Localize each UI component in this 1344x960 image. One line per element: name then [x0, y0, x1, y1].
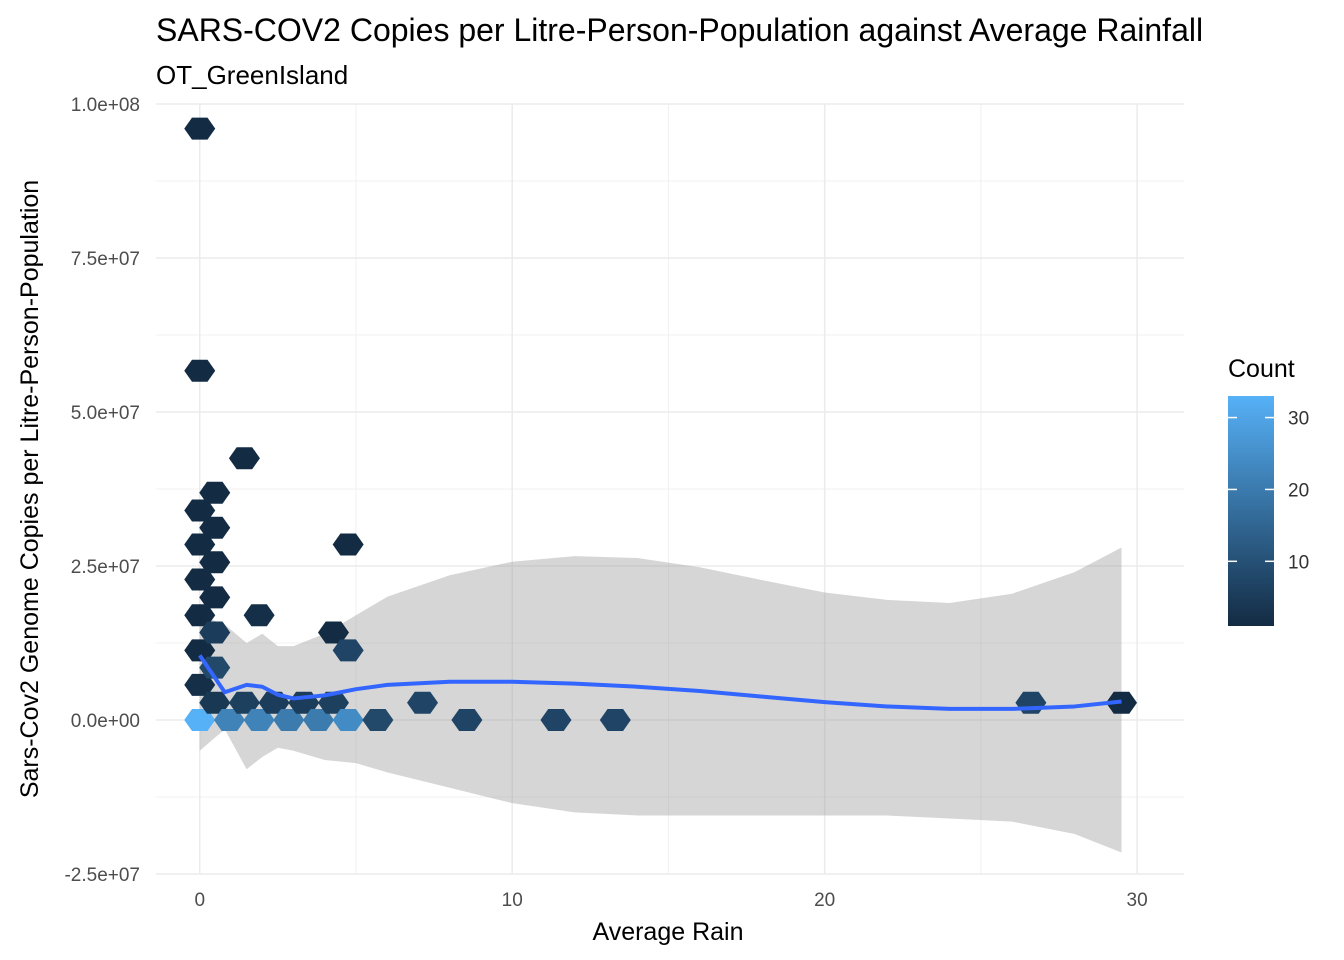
hexbin-cell	[199, 481, 231, 504]
hexbin-cell	[273, 709, 305, 731]
chart-subtitle: OT_GreenIsland	[156, 60, 348, 90]
hexbin-cell	[228, 691, 260, 714]
x-tick-label: 0	[194, 890, 205, 911]
hexbin-cell	[199, 586, 231, 609]
x-tick-label: 20	[814, 890, 835, 911]
x-tick-labels: 0 10 20 30	[194, 890, 1147, 911]
hexbin-cell	[332, 639, 364, 662]
hexbin-cell	[213, 709, 245, 731]
hexbin-cell	[184, 499, 216, 522]
hexbin-cell	[184, 673, 216, 696]
hexbin-cell	[302, 709, 334, 731]
y-axis-title: Sars-Cov2 Genome Copies per Litre-Person…	[16, 180, 44, 798]
y-tick-labels: -2.5e+07 0.0e+00 2.5e+07 5.0e+07 7.5e+07 1.0e…	[64, 95, 140, 886]
confidence-band	[199, 547, 1122, 853]
legend-colorbar	[1228, 396, 1274, 626]
hexbin-cell	[199, 656, 231, 679]
hexbin-cell	[362, 709, 394, 731]
hexbin-cell	[199, 621, 231, 644]
confidence-band-layer	[199, 547, 1122, 853]
legend-tick-label: 30	[1288, 409, 1309, 430]
hexbin-cell	[332, 709, 364, 731]
hexbin-cell	[540, 709, 572, 731]
hexbin-cell	[184, 568, 216, 591]
hexbin-cell	[407, 691, 439, 714]
hexbin-cell	[332, 533, 364, 556]
smooth-line-layer	[198, 654, 1122, 711]
legend-title: Count	[1228, 355, 1295, 383]
hexbin-cell	[228, 447, 260, 470]
hexbin-cell	[243, 604, 275, 627]
hexbin-cell	[184, 533, 216, 556]
hexbin-cell	[199, 551, 231, 574]
hexbin-cell	[317, 621, 349, 644]
hexbin-cell	[184, 639, 216, 662]
hexbin-cell	[184, 709, 216, 731]
hexbin-cell	[243, 709, 275, 731]
hexbin-cell	[451, 709, 483, 731]
hexbin-cell	[184, 604, 216, 627]
legend-tick-label: 10	[1288, 552, 1309, 573]
chart-title: SARS-COV2 Copies per Litre-Person-Popula…	[156, 12, 1203, 48]
x-tick-label: 10	[502, 890, 523, 911]
y-tick-label: 2.5e+07	[71, 557, 140, 578]
hexbin-cell	[199, 691, 231, 714]
hexbin-cell	[184, 117, 216, 140]
hexbin-cell	[199, 516, 231, 539]
x-tick-label: 30	[1127, 890, 1148, 911]
hexbin-cell	[184, 359, 216, 382]
y-tick-label: 5.0e+07	[71, 403, 140, 424]
y-tick-label: 1.0e+08	[71, 95, 140, 116]
y-tick-label: 0.0e+00	[71, 711, 140, 732]
hexbin-cell	[317, 691, 349, 714]
y-tick-label: -2.5e+07	[64, 865, 140, 886]
legend: Count 10 20 30	[1228, 355, 1309, 626]
x-axis-title: Average Rain	[592, 918, 743, 946]
smooth-line	[198, 654, 1122, 711]
hexbin-layer	[184, 117, 1138, 731]
legend-ticks: 10 20 30	[1228, 409, 1309, 573]
legend-tick-label: 20	[1288, 480, 1309, 501]
hexbin-cell	[599, 709, 631, 731]
y-tick-label: 7.5e+07	[71, 249, 140, 270]
